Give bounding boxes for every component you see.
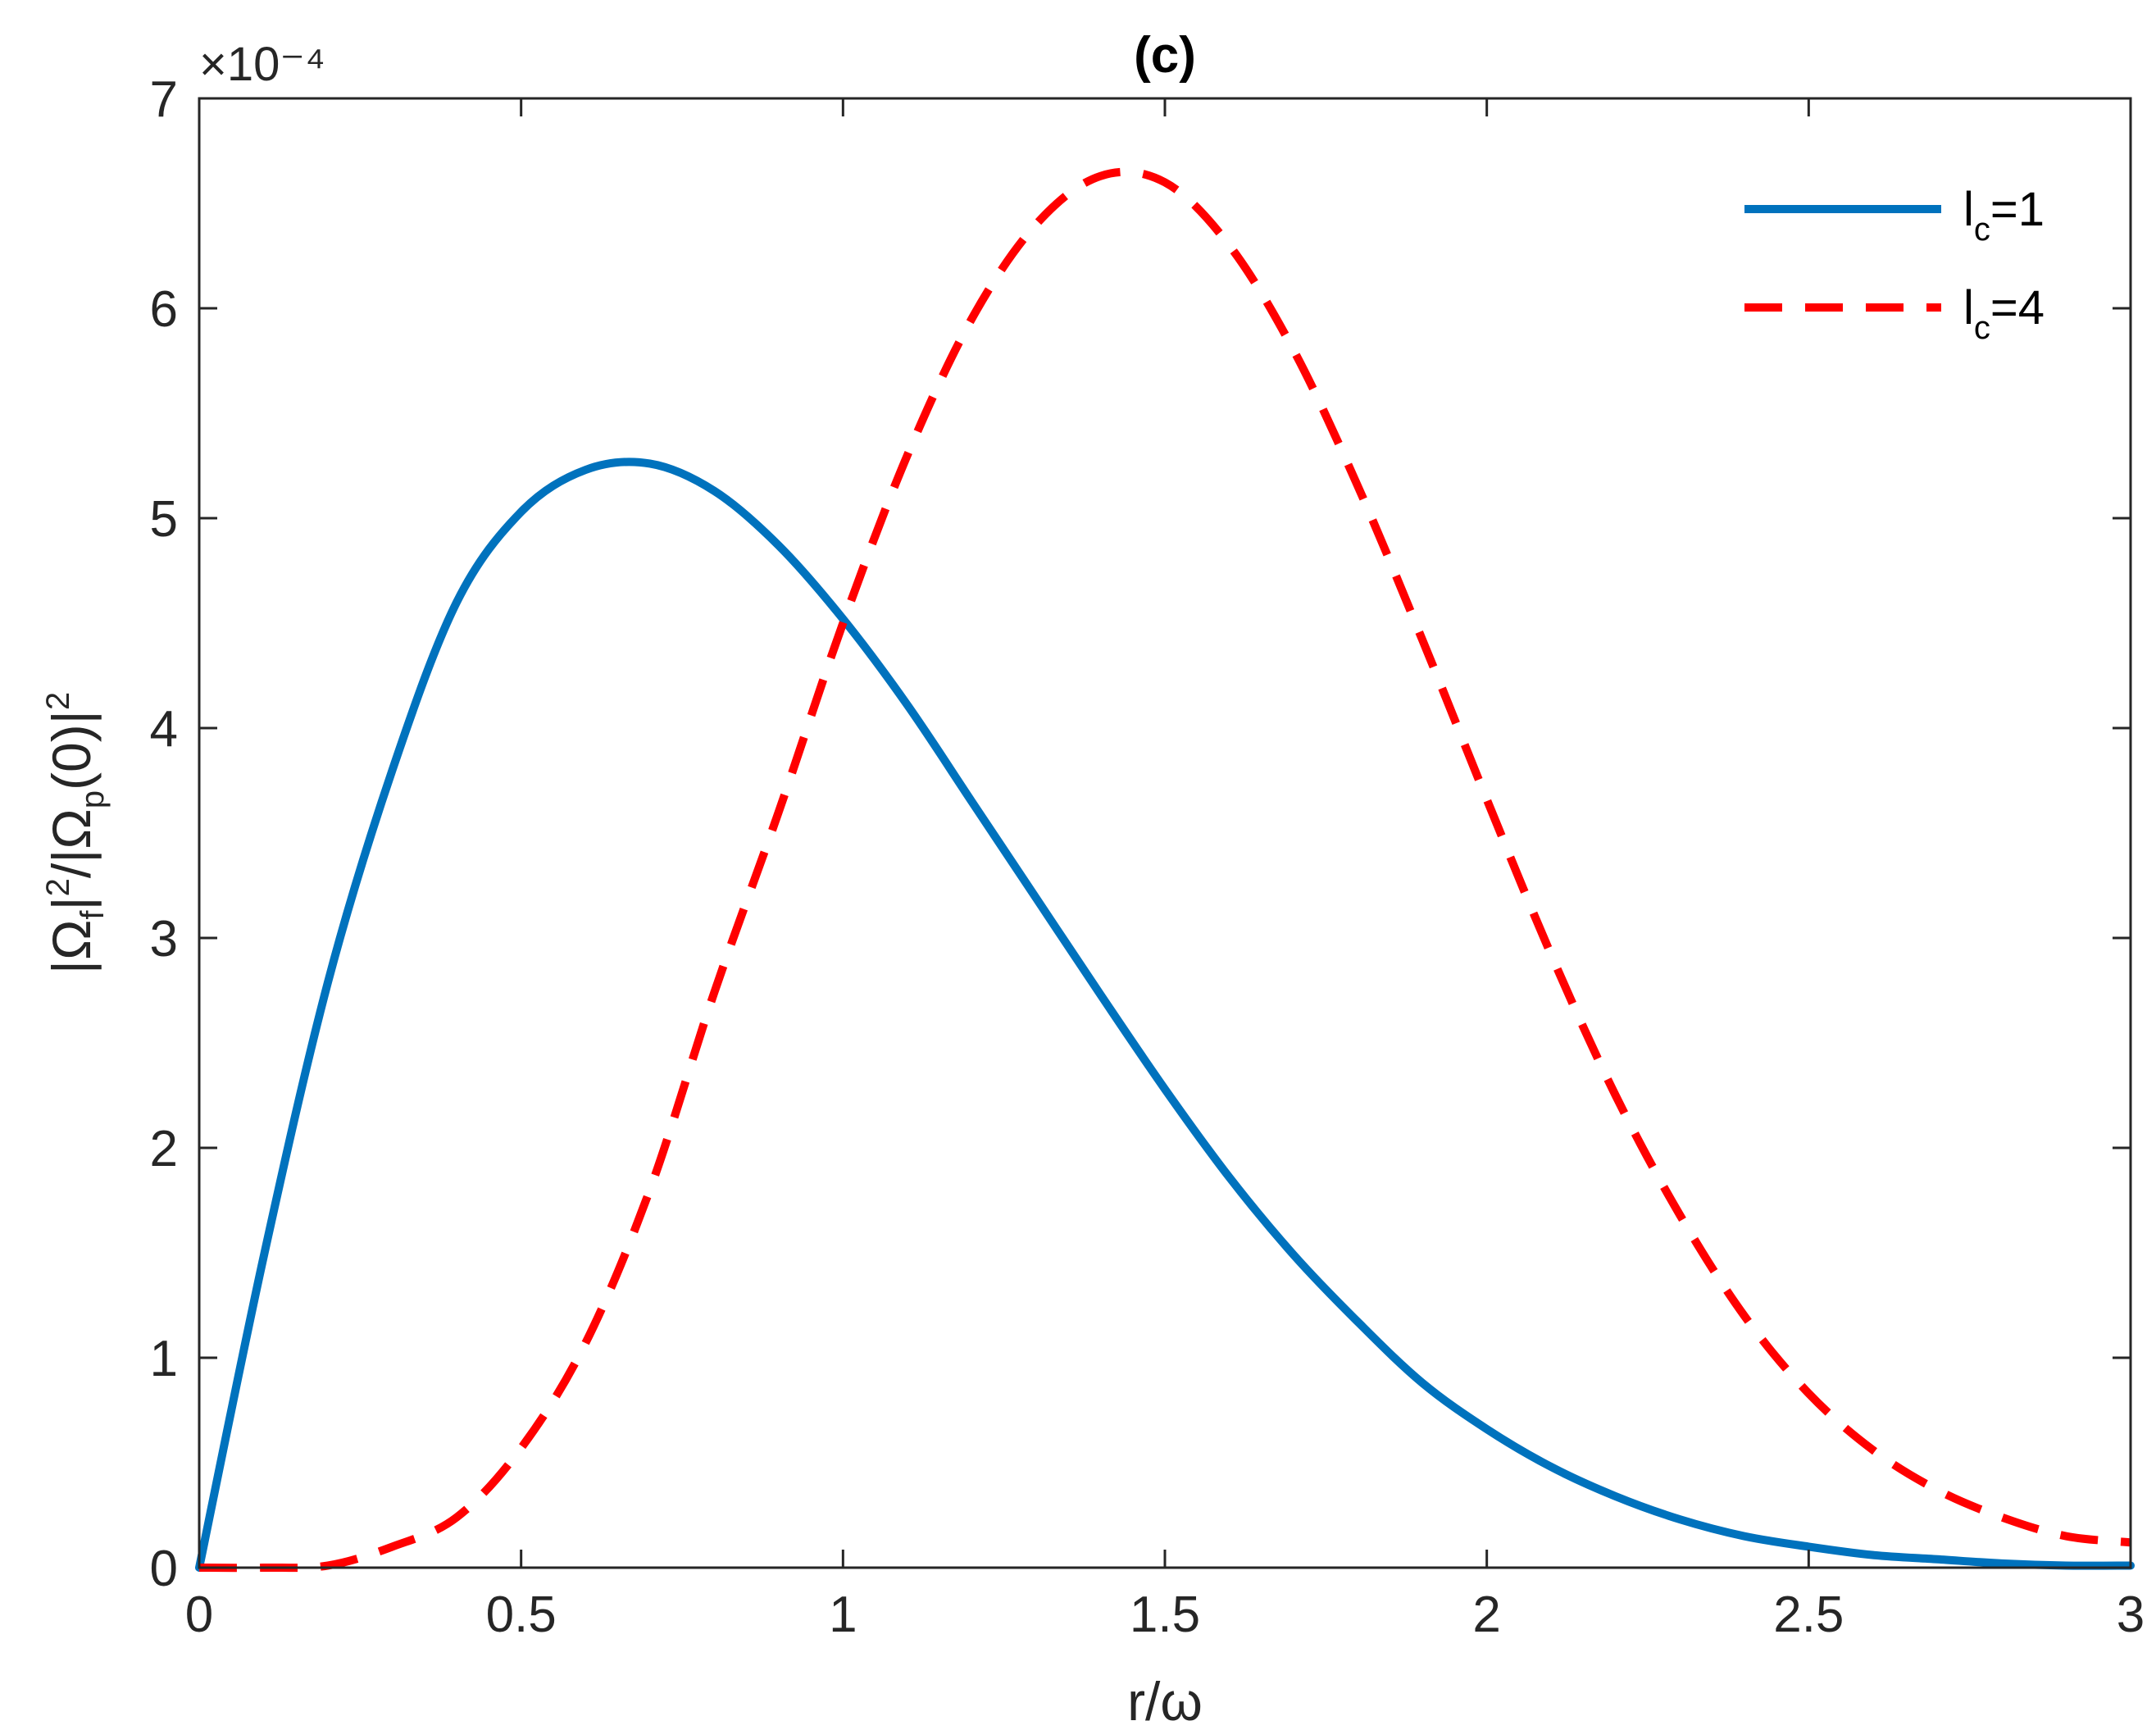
x-tick-label: 2.5 [1773, 1587, 1844, 1643]
y-axis-label: |Ωf|2/|Ωp(0)|2 [40, 692, 111, 974]
y-tick-label: 3 [150, 911, 178, 967]
y-exponent-label: ×10⁻⁴ [199, 38, 325, 91]
x-axis-label: r/ω [1127, 1671, 1203, 1730]
series-layer [195, 167, 2135, 1573]
legend: lc=1 lc=4 [1744, 183, 2045, 346]
x-tick-label: 0.5 [486, 1587, 557, 1643]
y-tick-label: 0 [150, 1541, 178, 1597]
x-tick-label: 3 [2117, 1587, 2145, 1643]
y-tick-label: 5 [150, 491, 178, 548]
chart-title: (c) [1134, 27, 1196, 84]
x-tick-label: 1 [829, 1587, 857, 1643]
x-tick-label: 2 [1472, 1587, 1500, 1643]
y-tick-label: 2 [150, 1121, 178, 1177]
x-tick-label: 1.5 [1130, 1587, 1200, 1643]
series-line-1 [195, 458, 2135, 1572]
plot-area [199, 98, 2131, 1568]
series-line-2 [198, 167, 2131, 1573]
y-tick-label: 1 [150, 1331, 178, 1387]
legend-label-1: lc=1 [1963, 183, 2045, 248]
y-tick-label: 4 [150, 701, 178, 758]
ticks-layer: 0 0.5 1 1.5 2 2.5 3 0 1 2 3 4 5 6 7 [150, 71, 2145, 1643]
x-tick-label: 0 [185, 1587, 213, 1643]
y-tick-label: 6 [150, 281, 178, 338]
y-tick-label: 7 [150, 71, 178, 128]
legend-label-2: lc=4 [1963, 281, 2045, 346]
